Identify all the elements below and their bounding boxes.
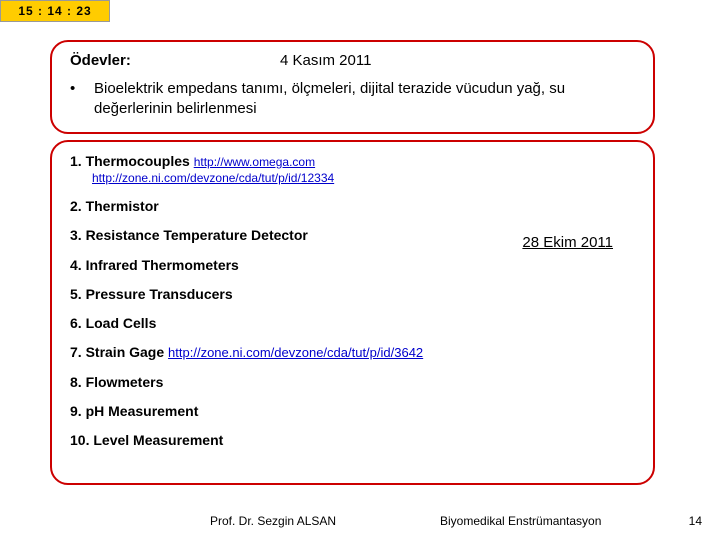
time-indicator: 15 : 14 : 23 (0, 0, 110, 22)
assignments-box: Ödevler: 4 Kasım 2011 • Bioelektrik empe… (50, 40, 655, 134)
topic-6-label: 6. Load Cells (70, 315, 156, 331)
topic-1: 1. Thermocouples http://www.omega.com ht… (70, 152, 635, 186)
topic-10-label: 10. Level Measurement (70, 432, 223, 448)
assignment-bullet: • Bioelektrik empedans tanımı, ölçmeleri… (70, 79, 635, 120)
topic-9-label: 9. pH Measurement (70, 403, 198, 419)
topics-box: 28 Ekim 2011 1. Thermocouples http://www… (50, 140, 655, 485)
topic-1-label: 1. Thermocouples (70, 153, 190, 169)
side-date: 28 Ekim 2011 (522, 234, 613, 251)
topic-7-link[interactable]: http://zone.ni.com/devzone/cda/tut/p/id/… (168, 345, 423, 360)
footer-course: Biyomedikal Enstrümantasyon (440, 514, 601, 528)
topic-1-link-1[interactable]: http://www.omega.com (194, 155, 315, 169)
topic-4-label: 4. Infrared Thermometers (70, 257, 239, 273)
topic-5: 5. Pressure Transducers (70, 285, 635, 303)
topic-6: 6. Load Cells (70, 314, 635, 332)
assignments-header: Ödevler: 4 Kasım 2011 (70, 52, 635, 69)
topic-4: 4. Infrared Thermometers (70, 256, 635, 274)
topic-1-link-2[interactable]: http://zone.ni.com/devzone/cda/tut/p/id/… (92, 171, 635, 187)
topic-2-label: 2. Thermistor (70, 198, 159, 214)
topic-3-label: 3. Resistance Temperature Detector (70, 227, 308, 243)
topic-8-label: 8. Flowmeters (70, 374, 163, 390)
topic-7-label: 7. Strain Gage (70, 344, 164, 360)
topic-8: 8. Flowmeters (70, 373, 635, 391)
bullet-icon: • (70, 79, 94, 120)
footer-author: Prof. Dr. Sezgin ALSAN (210, 514, 336, 528)
assignments-title: Ödevler: (70, 52, 280, 69)
page-number: 14 (689, 514, 702, 528)
topic-2: 2. Thermistor (70, 197, 635, 215)
topic-10: 10. Level Measurement (70, 431, 635, 449)
topic-7: 7. Strain Gage http://zone.ni.com/devzon… (70, 343, 635, 362)
assignment-text: Bioelektrik empedans tanımı, ölçmeleri, … (94, 79, 635, 120)
topic-5-label: 5. Pressure Transducers (70, 286, 233, 302)
topic-9: 9. pH Measurement (70, 402, 635, 420)
assignments-date: 4 Kasım 2011 (280, 52, 371, 69)
